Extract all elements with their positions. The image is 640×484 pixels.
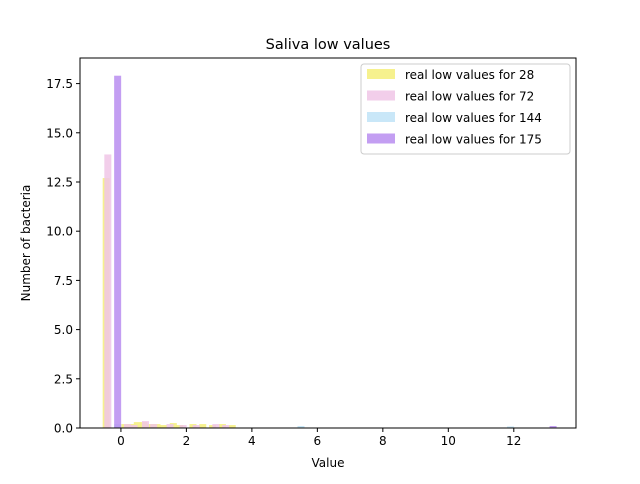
legend-label-2: real low values for 72 [405, 90, 534, 104]
bar-series-2-1 [104, 154, 112, 428]
bar-series-2-8 [192, 425, 200, 428]
y-tick-label: 5.0 [54, 323, 73, 337]
y-tick-label: 2.5 [54, 372, 73, 386]
y-tick-label: 0.0 [54, 422, 73, 436]
bar-series-3-2 [297, 426, 305, 428]
bar-series-3-3 [507, 426, 515, 428]
bar-series-1-15 [228, 425, 236, 428]
legend-swatch-3 [367, 112, 395, 122]
legend-swatch-1 [367, 69, 395, 79]
legend: real low values for 28 real low values fo… [360, 63, 571, 155]
x-tick-label: 6 [314, 434, 322, 448]
x-tick-label: 12 [506, 434, 521, 448]
legend-swatch-4 [367, 133, 395, 144]
legend-label-3: real low values for 144 [405, 111, 542, 125]
bar-series-2-9 [212, 424, 220, 428]
y-tick-label: 7.5 [54, 274, 73, 288]
y-axis-label: Number of bacteria [19, 185, 33, 302]
plot-area-frame [79, 57, 577, 429]
bar-series-1-12 [199, 424, 207, 428]
x-tick-label: 10 [441, 434, 456, 448]
y-tick-label: 12.5 [46, 175, 73, 189]
bar-series-2-6 [166, 424, 174, 428]
bar-series-2-7 [179, 425, 187, 428]
y-tick-label: 10.0 [46, 225, 73, 239]
bar-series-2-2 [123, 424, 131, 428]
bar-series-1-8 [159, 425, 167, 428]
x-tick-label: 8 [379, 434, 387, 448]
x-tick-label: 0 [117, 434, 125, 448]
y-axis: 0.0 2.5 5.0 7.5 10.0 12.5 15.0 17.5 [46, 77, 80, 436]
bar-series-4-1 [114, 75, 122, 429]
legend-label-4: real low values for 175 [405, 133, 542, 147]
y-tick-label: 15.0 [46, 126, 73, 140]
bar-series-2-3 [130, 425, 138, 428]
chart-title: Saliva low values [266, 37, 391, 53]
bar-series-2-10 [222, 425, 230, 428]
bar-series-2-4 [141, 421, 149, 428]
y-tick-label: 17.5 [46, 77, 73, 91]
bars-layer [102, 75, 557, 429]
bar-series-2-5 [150, 424, 158, 428]
x-tick-label: 2 [183, 434, 191, 448]
legend-box [360, 63, 571, 155]
bar-series-4-2 [549, 426, 557, 428]
x-axis: 0 2 4 6 8 10 12 [117, 428, 521, 448]
x-axis-label: Value [312, 456, 345, 470]
x-tick-label: 4 [248, 434, 256, 448]
legend-label-1: real low values for 28 [405, 68, 534, 82]
legend-swatch-2 [367, 90, 395, 101]
